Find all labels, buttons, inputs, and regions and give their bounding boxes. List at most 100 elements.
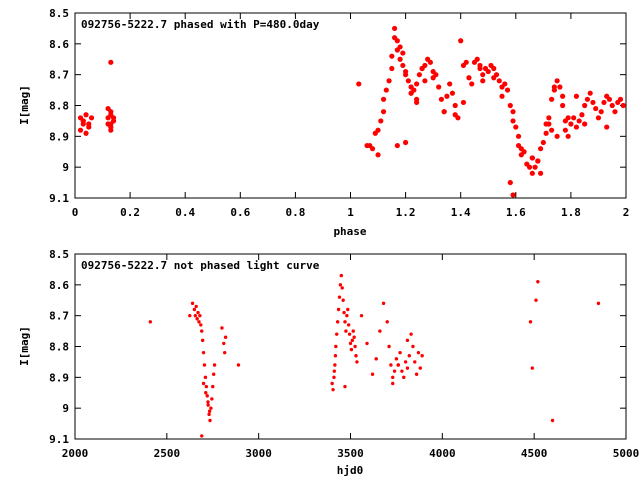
unphased-data-point xyxy=(378,329,382,333)
unphased-data-point xyxy=(195,317,199,321)
unphased-data-point xyxy=(389,363,393,367)
phased-data-point xyxy=(587,90,593,96)
unphased-data-point xyxy=(332,375,336,380)
phased-data-point xyxy=(513,124,519,130)
phased-x-tick-label: 2 xyxy=(623,206,630,219)
unphased-data-point xyxy=(391,375,395,380)
phased-data-point xyxy=(601,99,607,106)
unphased-data-point xyxy=(403,360,408,364)
unphased-chart-title: 092756-5222.7 not phased light curve xyxy=(81,259,320,272)
unphased-data-point xyxy=(354,354,358,358)
unphased-data-point xyxy=(210,397,214,401)
unphased-data-point xyxy=(353,344,357,349)
unphased-data-point xyxy=(414,372,419,376)
phased-y-tick-label: 8.9 xyxy=(49,130,69,143)
unphased-data-point xyxy=(192,307,197,312)
phased-x-axis-label: phase xyxy=(333,225,366,238)
phased-data-point xyxy=(375,152,381,158)
unphased-data-point xyxy=(387,344,391,349)
unphased-data-point xyxy=(335,332,339,336)
unphased-data-point xyxy=(211,372,216,376)
unphased-data-point xyxy=(381,301,386,306)
unphased-data-point xyxy=(396,363,400,367)
phased-data-point xyxy=(110,115,117,121)
phased-data-point xyxy=(562,127,568,133)
unphased-data-point xyxy=(203,375,208,380)
phased-data-point xyxy=(549,96,555,102)
phased-data-point xyxy=(474,56,480,62)
unphased-y-tick-label: 8.8 xyxy=(49,341,69,354)
phased-data-point xyxy=(405,78,411,84)
unphased-data-point xyxy=(199,323,203,327)
unphased-data-point xyxy=(337,295,342,299)
phased-data-point xyxy=(529,170,535,176)
phased-data-point xyxy=(537,170,544,176)
phased-data-point xyxy=(433,72,439,78)
unphased-data-point xyxy=(346,323,351,327)
phased-data-point xyxy=(105,105,111,112)
phased-data-point xyxy=(504,87,511,93)
phased-data-point xyxy=(543,130,549,136)
phased-x-tick-label: 0.8 xyxy=(285,206,305,219)
unphased-x-tick-label: 3500 xyxy=(337,447,364,460)
unphased-data-point xyxy=(208,418,212,423)
phased-data-point xyxy=(560,93,566,99)
unphased-data-point xyxy=(596,301,601,306)
phased-x-tick-label: 1.6 xyxy=(506,206,526,219)
phased-data-point xyxy=(394,38,400,44)
phased-data-point xyxy=(391,25,398,32)
unphased-data-point xyxy=(212,363,217,367)
phased-data-point xyxy=(400,62,406,69)
unphased-x-axis-label: hjd0 xyxy=(337,464,364,477)
phased-data-point xyxy=(529,155,535,161)
phased-data-point xyxy=(414,81,420,87)
unphased-data-point xyxy=(209,406,213,410)
phased-data-point xyxy=(537,146,544,152)
unphased-data-point xyxy=(347,332,352,336)
phased-data-point xyxy=(400,50,406,56)
unphased-data-point xyxy=(339,273,344,278)
unphased-data-point xyxy=(416,350,421,355)
phased-data-point xyxy=(463,59,469,65)
unphased-data-point xyxy=(341,298,345,302)
phased-data-point xyxy=(535,158,541,164)
unphased-data-point xyxy=(333,363,337,367)
phased-data-point xyxy=(416,72,422,78)
unphased-data-point xyxy=(392,369,397,373)
phased-data-point xyxy=(403,139,409,146)
unphased-x-tick-label: 4000 xyxy=(429,447,456,460)
phased-data-point xyxy=(469,81,475,87)
phased-data-point xyxy=(598,109,604,115)
phased-data-point xyxy=(480,78,486,84)
unphased-y-axis-label: I[mag] xyxy=(18,326,31,366)
phased-data-point xyxy=(466,75,472,81)
phased-data-point xyxy=(502,81,508,87)
unphased-data-point xyxy=(333,354,338,358)
phased-data-point xyxy=(565,115,571,121)
phased-x-tick-label: 0.2 xyxy=(120,206,140,219)
phased-data-point xyxy=(609,102,615,109)
unphased-data-point xyxy=(335,320,340,324)
phased-data-point xyxy=(510,118,516,124)
phased-data-point xyxy=(590,99,596,106)
unphased-x-tick-label: 3000 xyxy=(245,447,272,460)
unphased-data-point xyxy=(190,301,195,306)
phased-data-point xyxy=(458,38,464,44)
phased-data-point xyxy=(573,93,580,99)
unphased-data-point xyxy=(342,310,346,315)
phased-data-point xyxy=(419,65,425,72)
phased-data-point xyxy=(438,96,445,102)
unphased-data-point xyxy=(334,344,338,349)
unphased-data-point xyxy=(188,313,192,318)
phased-data-point xyxy=(394,142,400,149)
phased-data-point xyxy=(80,118,86,124)
unphased-data-point xyxy=(343,320,347,324)
phased-data-point xyxy=(612,109,618,115)
unphased-data-point xyxy=(349,347,354,352)
unphased-data-point xyxy=(355,360,359,364)
phased-data-point xyxy=(447,81,453,87)
phased-data-point xyxy=(560,102,566,109)
unphased-y-tick-label: 9.1 xyxy=(49,433,69,446)
unphased-data-point xyxy=(402,375,406,380)
